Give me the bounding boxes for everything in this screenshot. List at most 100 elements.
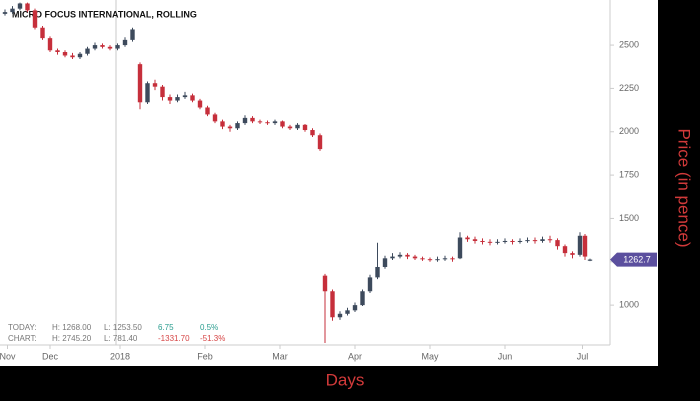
last-price-label: 1262.7 <box>623 254 651 264</box>
info-low: L: 1253.50 <box>104 323 142 332</box>
candle-body <box>587 259 593 261</box>
info-panel: TODAY: H: 1268.00 L: 1253.50 6.75 0.5% C… <box>8 323 225 343</box>
candle-body <box>397 254 403 257</box>
candle-body <box>412 256 418 259</box>
y-tick-label: 2250 <box>619 83 639 93</box>
candle-body <box>100 45 105 47</box>
candle-body <box>175 97 180 101</box>
candle-body <box>227 126 233 129</box>
candle-body <box>235 123 240 129</box>
info-change-pct: 0.5% <box>200 323 218 332</box>
candle-body <box>337 313 343 318</box>
candle-body <box>322 275 328 292</box>
candle-body <box>212 114 218 122</box>
y-tick-label: 1000 <box>619 300 639 310</box>
candle-body <box>92 45 98 49</box>
candle-body <box>375 266 380 278</box>
y-tick-label: 2000 <box>619 126 639 136</box>
candle-body <box>272 121 278 124</box>
candle-body <box>502 240 508 242</box>
x-tick-label: Apr <box>348 351 362 361</box>
candle-body <box>317 135 323 150</box>
candle-body <box>465 237 470 240</box>
x-tick-label: May <box>421 351 439 361</box>
candle-body <box>32 10 38 28</box>
candle-body <box>390 256 395 259</box>
candle-body <box>427 259 433 261</box>
info-low: L: 781.40 <box>104 334 138 343</box>
x-tick-label: 2018 <box>110 351 130 361</box>
candle-body <box>242 117 248 124</box>
info-high: H: 2745.20 <box>52 334 92 343</box>
candle-body <box>167 97 173 101</box>
info-label: TODAY: <box>8 323 37 332</box>
candle-body <box>405 254 410 257</box>
candle-body <box>10 8 15 13</box>
candle-body <box>2 12 8 14</box>
candle-body <box>160 86 165 98</box>
candle-body <box>570 253 575 255</box>
candle-body <box>205 107 210 115</box>
candle-body <box>495 241 500 243</box>
candles <box>2 2 593 344</box>
candle-body <box>435 259 440 261</box>
x-tick-label: Jul <box>577 351 589 361</box>
candle-body <box>115 45 120 49</box>
candle-body <box>55 50 60 53</box>
candle-body <box>130 29 135 40</box>
candle-body <box>540 239 545 241</box>
candle-body <box>302 124 308 131</box>
candle-body <box>450 258 455 260</box>
last-price-tag <box>610 252 657 267</box>
x-tick-label: Feb <box>197 351 213 361</box>
candle-body <box>70 55 75 58</box>
candle-body <box>25 3 30 11</box>
candle-body <box>420 258 425 260</box>
x-tick-label: Jun <box>498 351 513 361</box>
candle-body <box>517 240 523 242</box>
candle-body <box>577 235 583 255</box>
candle-body <box>352 305 358 311</box>
candle-body <box>472 239 478 241</box>
y-tick-label: 2500 <box>619 39 639 49</box>
candle-body <box>510 240 515 242</box>
x-tick-label: Nov <box>0 351 16 361</box>
candle-body <box>487 241 493 243</box>
x-axis-label: Days <box>326 370 365 389</box>
y-axis-label: Price (in pence) <box>675 128 694 247</box>
candle-body <box>280 121 285 127</box>
x-tick-label: Mar <box>272 351 288 361</box>
info-change: 6.75 <box>158 323 174 332</box>
candle-body <box>555 240 560 247</box>
candle-body <box>532 240 538 242</box>
chart-title: MICRO FOCUS INTERNATIONAL, ROLLING <box>12 9 197 19</box>
candle-body <box>197 100 203 108</box>
candle-body <box>145 83 150 103</box>
candle-body <box>310 130 315 136</box>
candle-body <box>547 239 553 241</box>
candle-body <box>122 39 128 46</box>
candle-body <box>107 46 113 49</box>
y-tick-label: 1750 <box>619 169 639 179</box>
candle-body <box>367 277 373 292</box>
candle-body <box>77 53 83 58</box>
candle-body <box>360 291 365 306</box>
candle-body <box>250 117 255 122</box>
candle-body <box>442 258 448 260</box>
candle-body <box>330 291 335 318</box>
y-tick-label: 1500 <box>619 213 639 223</box>
candle-body <box>295 124 300 129</box>
info-change-pct: -51.3% <box>200 334 225 343</box>
candle-body <box>457 237 463 259</box>
candle-body <box>382 258 388 267</box>
candle-body <box>287 126 293 129</box>
chart-panel <box>0 0 658 366</box>
candle-body <box>17 3 23 9</box>
x-tick-label: Dec <box>42 351 59 361</box>
candle-body <box>85 48 90 54</box>
info-high: H: 1268.00 <box>52 323 92 332</box>
candle-body <box>562 246 568 254</box>
candle-body <box>40 27 45 39</box>
